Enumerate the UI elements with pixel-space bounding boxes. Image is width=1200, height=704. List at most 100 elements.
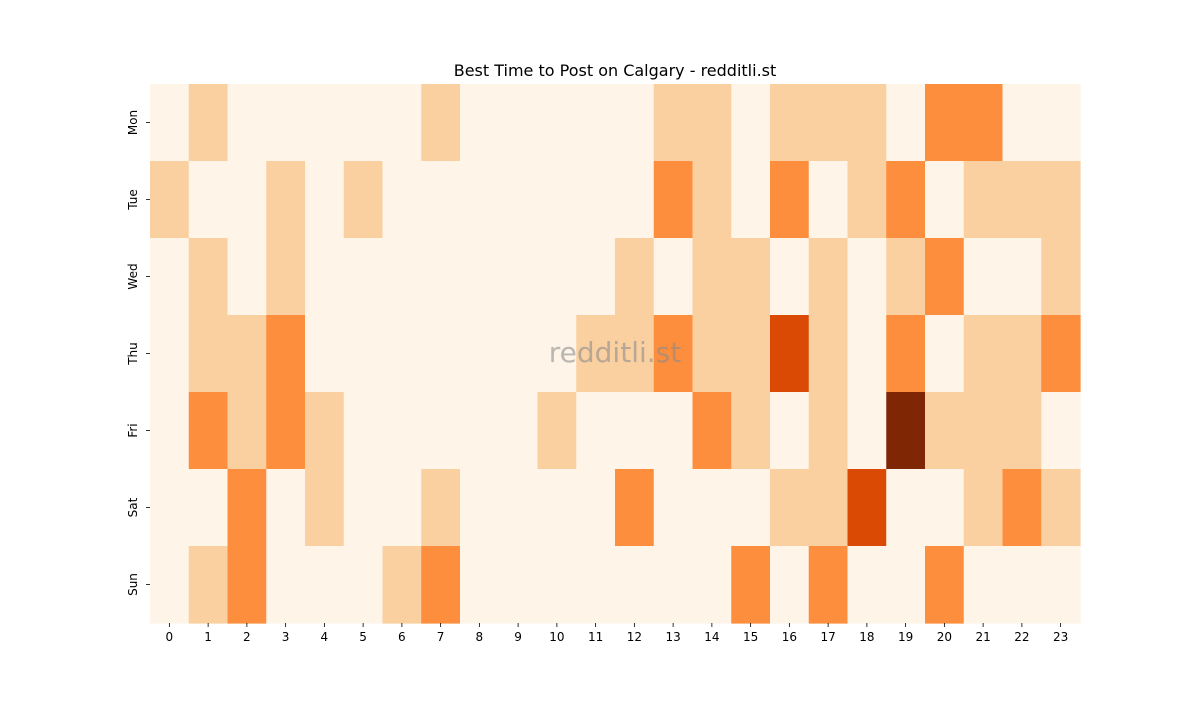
heatmap-cell-mon-12	[615, 84, 655, 162]
heatmap-cell-wed-20	[925, 238, 965, 316]
heatmap-cell-thu-21	[963, 315, 1004, 393]
heatmap-cell-tue-22	[1002, 161, 1042, 239]
x-tick-label-19: 19	[898, 630, 913, 644]
heatmap-cell-thu-18	[847, 315, 887, 393]
heatmap-cell-sat-19	[886, 469, 926, 547]
heatmap-cell-sat-11	[576, 469, 616, 547]
heatmap-cell-wed-18	[847, 238, 887, 316]
heatmap-cell-fri-13	[653, 392, 694, 470]
heatmap-cell-mon-20	[925, 84, 965, 162]
heatmap-cell-thu-22	[1002, 315, 1042, 393]
x-tick-label-21: 21	[975, 630, 990, 644]
heatmap-cell-wed-14	[692, 238, 732, 316]
heatmap-cell-sun-2	[227, 546, 267, 624]
heatmap-cell-sun-0	[150, 546, 190, 624]
x-tick-label-1: 1	[204, 630, 212, 644]
heatmap-cell-wed-15	[731, 238, 771, 316]
heatmap-cell-sun-1	[188, 546, 229, 624]
heatmap-cell-wed-5	[343, 238, 384, 316]
heatmap-cell-sun-3	[266, 546, 306, 624]
x-tick-label-5: 5	[359, 630, 367, 644]
y-tick-label-thu: Thu	[126, 342, 140, 366]
heatmap-cell-wed-13	[653, 238, 694, 316]
heatmap-cell-tue-18	[847, 161, 887, 239]
x-tick-label-8: 8	[476, 630, 484, 644]
heatmap-cell-sat-5	[343, 469, 384, 547]
heatmap-cell-tue-23	[1041, 161, 1081, 239]
heatmap-cell-sun-10	[537, 546, 577, 624]
heatmap-cell-sun-14	[692, 546, 732, 624]
heatmap-cell-sat-12	[615, 469, 655, 547]
heatmap-cell-sun-22	[1002, 546, 1042, 624]
heatmap-cell-tue-3	[266, 161, 306, 239]
heatmap-cell-mon-13	[653, 84, 694, 162]
heatmap-cell-sat-2	[227, 469, 267, 547]
heatmap-cell-wed-3	[266, 238, 306, 316]
heatmap-cell-thu-2	[227, 315, 267, 393]
heatmap-cell-wed-6	[382, 238, 422, 316]
heatmap-cell-fri-15	[731, 392, 771, 470]
heatmap-cell-mon-17	[808, 84, 849, 162]
heatmap-cell-fri-4	[305, 392, 345, 470]
heatmap-cell-mon-15	[731, 84, 771, 162]
x-tick-label-6: 6	[398, 630, 406, 644]
x-tick-label-4: 4	[321, 630, 329, 644]
heatmap-cell-mon-11	[576, 84, 616, 162]
heatmap-cell-fri-16	[770, 392, 810, 470]
heatmap-cell-sun-6	[382, 546, 422, 624]
heatmap-cell-mon-16	[770, 84, 810, 162]
heatmap-cell-sun-12	[615, 546, 655, 624]
watermark: redditli.st	[549, 336, 681, 369]
heatmap-cell-tue-6	[382, 161, 422, 239]
heatmap-cell-fri-1	[188, 392, 229, 470]
heatmap-cell-tue-12	[615, 161, 655, 239]
heatmap-cell-thu-9	[498, 315, 539, 393]
heatmap-cell-wed-11	[576, 238, 616, 316]
heatmap-cell-thu-11	[576, 315, 616, 393]
heatmap-cell-sun-17	[808, 546, 849, 624]
heatmap-cell-fri-5	[343, 392, 384, 470]
heatmap-cell-tue-5	[343, 161, 384, 239]
x-tick-label-23: 23	[1053, 630, 1068, 644]
heatmap-cell-thu-0	[150, 315, 190, 393]
heatmap-cell-tue-0	[150, 161, 190, 239]
heatmap-cell-mon-1	[188, 84, 229, 162]
heatmap-cell-fri-3	[266, 392, 306, 470]
x-tick-label-18: 18	[859, 630, 874, 644]
y-tick-label-fri: Fri	[126, 423, 140, 437]
heatmap-cell-wed-8	[460, 238, 500, 316]
heatmap-cell-wed-2	[227, 238, 267, 316]
heatmap-cell-tue-14	[692, 161, 732, 239]
heatmap-cell-tue-8	[460, 161, 500, 239]
heatmap-cell-fri-19	[886, 392, 926, 470]
heatmap-cell-sat-8	[460, 469, 500, 547]
heatmap-cell-sat-23	[1041, 469, 1081, 547]
heatmap-cell-mon-8	[460, 84, 500, 162]
heatmap-cell-mon-23	[1041, 84, 1081, 162]
heatmap-cell-wed-21	[963, 238, 1004, 316]
heatmap-cell-sat-6	[382, 469, 422, 547]
heatmap-cell-tue-16	[770, 161, 810, 239]
heatmap-cell-fri-8	[460, 392, 500, 470]
heatmap-cell-fri-12	[615, 392, 655, 470]
heatmap-cell-tue-4	[305, 161, 345, 239]
heatmap-cells	[150, 84, 1081, 624]
x-tick-label-11: 11	[588, 630, 603, 644]
heatmap-cell-mon-5	[343, 84, 384, 162]
heatmap-cell-wed-12	[615, 238, 655, 316]
heatmap-cell-tue-9	[498, 161, 539, 239]
heatmap-cell-sat-3	[266, 469, 306, 547]
heatmap-cell-sun-18	[847, 546, 887, 624]
x-tick-label-15: 15	[743, 630, 758, 644]
heatmap-cell-sat-17	[808, 469, 849, 547]
heatmap-cell-fri-7	[421, 392, 461, 470]
x-tick-label-16: 16	[782, 630, 797, 644]
x-axis: 0 1 2 3 4 5 6 7 8 9 10 11 12 13 14 15 16 17 18 19 20 21 22 23	[166, 623, 1068, 644]
x-tick-label-3: 3	[282, 630, 290, 644]
heatmap-cell-sun-19	[886, 546, 926, 624]
heatmap-cell-sat-9	[498, 469, 539, 547]
heatmap-cell-sat-0	[150, 469, 190, 547]
heatmap-cell-sun-4	[305, 546, 345, 624]
x-tick-label-14: 14	[704, 630, 719, 644]
y-tick-label-wed: Wed	[126, 263, 140, 289]
